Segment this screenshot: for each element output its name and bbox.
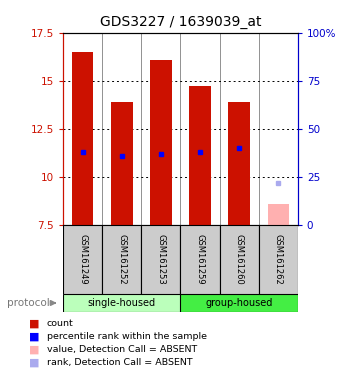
Text: single-housed: single-housed [88, 298, 156, 308]
Text: GSM161249: GSM161249 [78, 234, 87, 285]
Bar [150, 60, 172, 225]
Bar [63, 294, 180, 312]
Text: GSM161253: GSM161253 [156, 234, 165, 285]
Bar [259, 225, 298, 294]
Bar [180, 225, 219, 294]
Bar [229, 102, 250, 225]
Text: value, Detection Call = ABSENT: value, Detection Call = ABSENT [47, 345, 197, 354]
Text: protocol: protocol [7, 298, 50, 308]
Bar [219, 225, 259, 294]
Text: ■: ■ [29, 331, 39, 341]
Text: GSM161260: GSM161260 [235, 234, 244, 285]
Text: GSM161262: GSM161262 [274, 234, 283, 285]
Text: GDS3227 / 1639039_at: GDS3227 / 1639039_at [100, 15, 261, 29]
Text: ■: ■ [29, 344, 39, 354]
Text: percentile rank within the sample: percentile rank within the sample [47, 332, 207, 341]
Text: ■: ■ [29, 358, 39, 367]
Text: rank, Detection Call = ABSENT: rank, Detection Call = ABSENT [47, 358, 192, 367]
Text: ■: ■ [29, 318, 39, 328]
Bar [102, 225, 142, 294]
Bar [180, 294, 298, 312]
Text: GSM161259: GSM161259 [196, 234, 205, 285]
Bar [142, 225, 180, 294]
Text: group-housed: group-housed [205, 298, 273, 308]
Bar [268, 204, 289, 225]
Bar [72, 52, 93, 225]
Text: count: count [47, 319, 74, 328]
Text: GSM161252: GSM161252 [117, 234, 126, 285]
Bar [189, 86, 211, 225]
Bar [63, 225, 102, 294]
Bar [111, 102, 132, 225]
